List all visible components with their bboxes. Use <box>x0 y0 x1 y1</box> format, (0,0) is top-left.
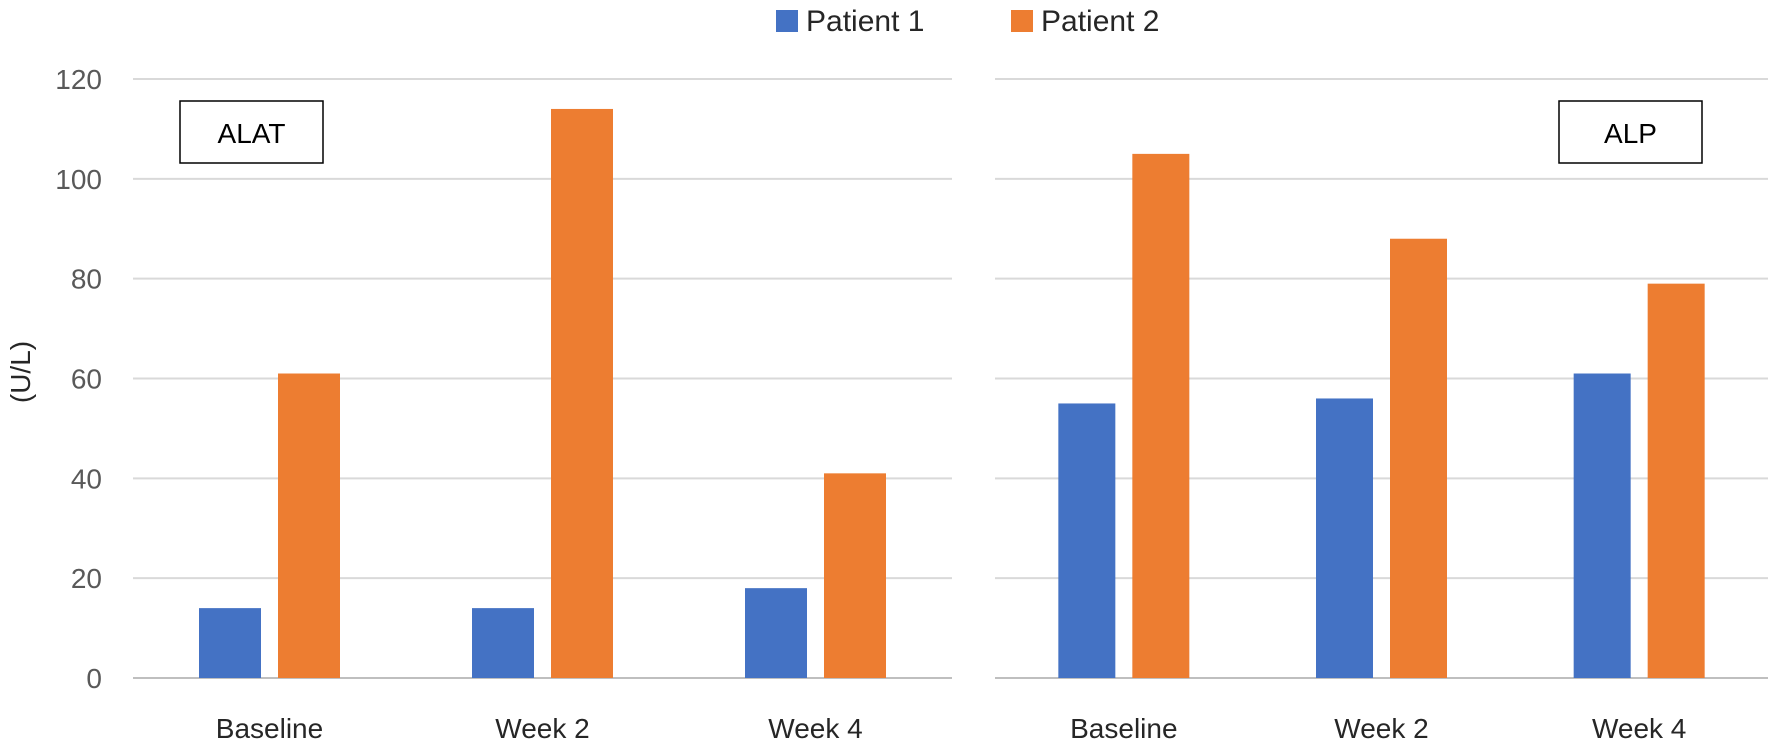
bar-alp-patient-1-week-4 <box>1573 373 1631 678</box>
panel-alp-bars <box>1058 153 1705 678</box>
bar-alat-patient-1-week-2 <box>472 608 534 678</box>
category-label: Week 4 <box>768 713 862 744</box>
category-label: Week 2 <box>1334 713 1428 744</box>
y-axis-label: (U/L) <box>5 341 36 403</box>
legend-swatch-patient-2 <box>1011 10 1033 32</box>
panel-alat-label-box <box>179 100 324 164</box>
bar-alat-patient-1-week-4 <box>745 588 807 678</box>
category-label: Week 2 <box>495 713 589 744</box>
y-tick-label: 0 <box>86 663 102 694</box>
legend-swatch-patient-1 <box>776 10 798 32</box>
bar-alp-patient-2-week-2 <box>1390 238 1447 678</box>
y-tick-label: 80 <box>71 264 102 295</box>
panel-alp-label-box <box>1558 100 1703 164</box>
legend: Patient 1 Patient 2 <box>776 5 1159 38</box>
y-tick-label: 20 <box>71 563 102 594</box>
category-label: Week 4 <box>1592 713 1686 744</box>
panel-alp-category-labels: Baseline Week 2 Week 4 <box>1070 713 1686 744</box>
legend-label-patient-2: Patient 2 <box>1041 5 1159 38</box>
panel-alat-label: ALAT <box>218 118 286 149</box>
bar-alat-patient-2-week-4 <box>824 473 886 678</box>
category-label: Baseline <box>1070 713 1177 744</box>
bar-alp-patient-2-week-4 <box>1647 283 1705 678</box>
y-tick-label: 40 <box>71 463 102 494</box>
panel-alat: Baseline Week 2 Week 4 ALAT <box>133 78 952 744</box>
y-tick-label: 100 <box>55 164 102 195</box>
panel-alp-gridlines <box>995 78 1768 679</box>
panel-alat-category-labels: Baseline Week 2 Week 4 <box>216 713 863 744</box>
bar-alp-patient-2-baseline <box>1132 153 1190 678</box>
category-label: Baseline <box>216 713 323 744</box>
bar-alat-patient-2-baseline <box>278 373 340 678</box>
panel-alp: Baseline Week 2 Week 4 ALP <box>995 78 1768 744</box>
y-tick-labels: 0 20 40 60 80 100 120 <box>55 64 102 694</box>
y-tick-label: 60 <box>71 364 102 395</box>
panel-alp-label: ALP <box>1604 118 1657 149</box>
panel-alat-gridlines <box>133 78 952 679</box>
legend-label-patient-1: Patient 1 <box>806 5 924 38</box>
bar-alat-patient-2-week-2 <box>551 108 613 678</box>
panel-alat-bars <box>199 108 886 678</box>
bar-alp-patient-1-baseline <box>1058 403 1116 678</box>
bar-alp-patient-1-week-2 <box>1316 398 1373 678</box>
bar-alat-patient-1-baseline <box>199 608 261 678</box>
y-tick-label: 120 <box>55 64 102 95</box>
